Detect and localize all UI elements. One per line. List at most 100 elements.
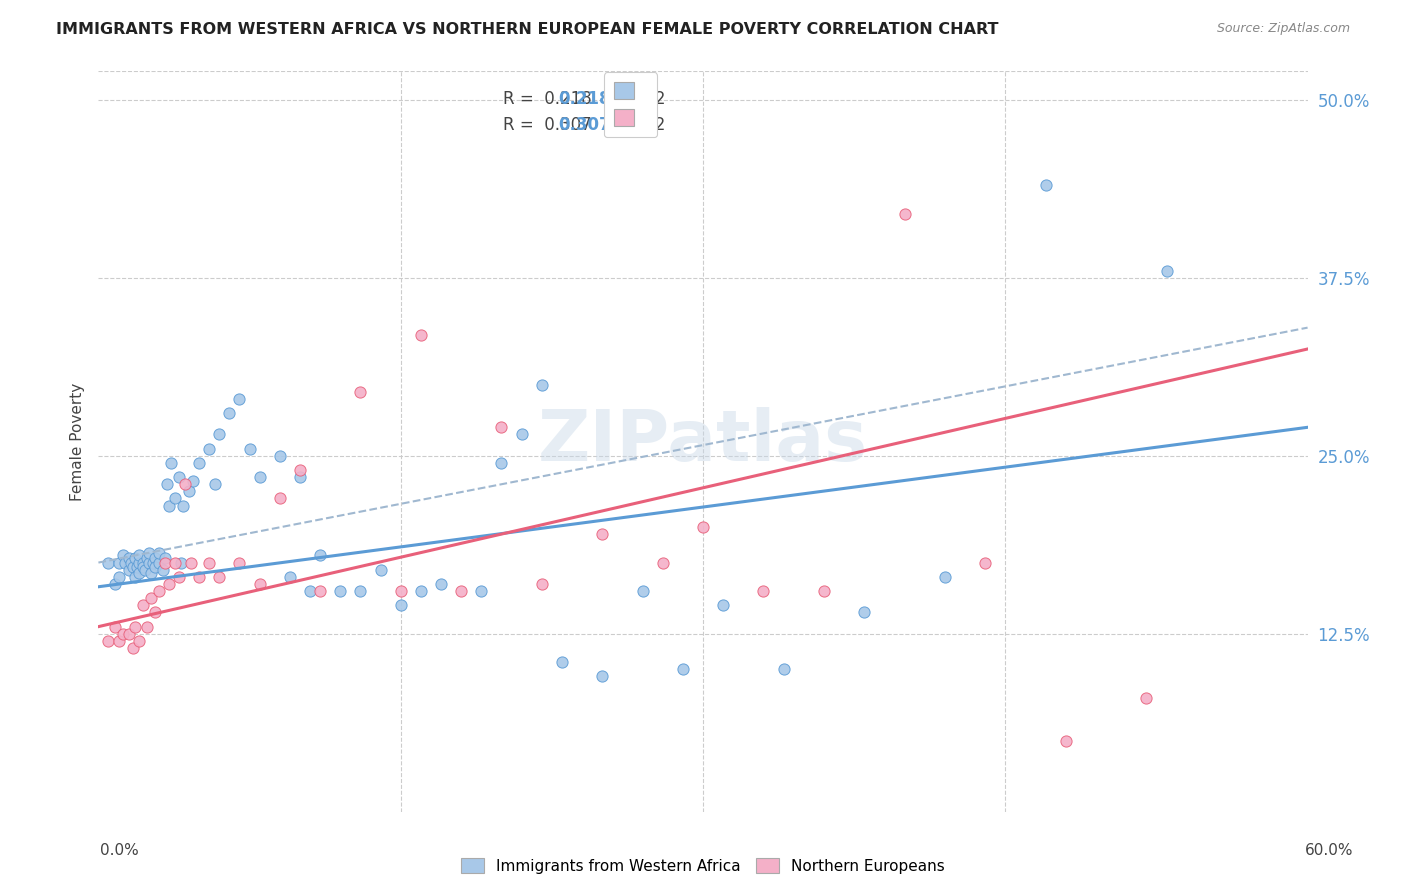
Point [409, 327, 432, 342]
Legend: , : , [603, 72, 657, 137]
Text: 60.0%: 60.0% [1305, 843, 1353, 858]
Point [591, 527, 613, 541]
Point [450, 584, 472, 599]
Point [672, 662, 695, 676]
Point [157, 499, 180, 513]
Point [1156, 263, 1178, 277]
Point [179, 484, 201, 499]
Point [174, 477, 197, 491]
Point [208, 427, 231, 442]
Point [491, 456, 513, 470]
Point [631, 584, 654, 599]
Point [309, 549, 332, 563]
Point [118, 626, 141, 640]
Point [591, 669, 613, 683]
Point [118, 563, 141, 577]
Point [157, 577, 180, 591]
Point [370, 563, 392, 577]
Point [218, 406, 240, 420]
Point [269, 449, 291, 463]
Point [228, 556, 250, 570]
Point [530, 577, 553, 591]
Point [180, 556, 202, 570]
Point [198, 442, 221, 456]
Point [160, 456, 183, 470]
Point [103, 619, 125, 633]
Point [111, 549, 134, 563]
Point [288, 463, 311, 477]
Point [135, 619, 157, 633]
Point [170, 556, 193, 570]
Point [204, 477, 226, 491]
Point [132, 599, 155, 613]
Text: R =  0.218   N = 72: R = 0.218 N = 72 [503, 90, 666, 108]
Point [132, 559, 155, 574]
Point [349, 384, 371, 399]
Point [121, 559, 143, 574]
Point [97, 556, 120, 570]
Point [249, 577, 271, 591]
Point [167, 470, 190, 484]
Point [269, 491, 291, 506]
Point [148, 556, 170, 570]
Point [752, 584, 775, 599]
Point [142, 556, 165, 570]
Point [128, 549, 150, 563]
Point [813, 584, 835, 599]
Point [470, 584, 492, 599]
Text: IMMIGRANTS FROM WESTERN AFRICA VS NORTHERN EUROPEAN FEMALE POVERTY CORRELATION C: IMMIGRANTS FROM WESTERN AFRICA VS NORTHE… [56, 22, 998, 37]
Point [1035, 178, 1057, 193]
Point [288, 470, 311, 484]
Text: 0.0%: 0.0% [100, 843, 139, 858]
Point [132, 556, 155, 570]
Point [278, 570, 301, 584]
Point [1054, 733, 1077, 747]
Point [772, 662, 794, 676]
Point [172, 499, 194, 513]
Point [389, 599, 412, 613]
Point [143, 559, 166, 574]
Point [148, 546, 170, 560]
Point [853, 606, 876, 620]
Text: R =  0.307   N = 42: R = 0.307 N = 42 [503, 116, 666, 134]
Point [138, 546, 160, 560]
Point [134, 563, 156, 577]
Point [163, 491, 186, 506]
Text: 42: 42 [637, 116, 659, 134]
Point [389, 584, 412, 599]
Point [125, 559, 148, 574]
Point [893, 207, 915, 221]
Point [239, 442, 262, 456]
Point [107, 570, 129, 584]
Point [124, 619, 146, 633]
Point [153, 556, 176, 570]
Text: 72: 72 [637, 90, 659, 108]
Point [152, 563, 174, 577]
Point [974, 556, 997, 570]
Point [299, 584, 322, 599]
Point [181, 475, 204, 489]
Point [692, 520, 714, 534]
Point [128, 633, 150, 648]
Point [551, 655, 574, 669]
Point [163, 556, 186, 570]
Y-axis label: Female Poverty: Female Poverty [69, 383, 84, 500]
Point [107, 633, 129, 648]
Point [530, 377, 553, 392]
Point [148, 584, 170, 599]
Point [1135, 690, 1157, 705]
Point [198, 556, 221, 570]
Point [651, 556, 673, 570]
Point [103, 577, 125, 591]
Point [138, 556, 160, 570]
Text: 0.218: 0.218 [558, 90, 610, 108]
Text: 0.307: 0.307 [558, 116, 610, 134]
Point [139, 591, 162, 606]
Point [430, 577, 453, 591]
Point [208, 570, 231, 584]
Point [114, 556, 136, 570]
Point [128, 556, 150, 570]
Point [491, 420, 513, 434]
Point [143, 551, 166, 566]
Point [510, 427, 533, 442]
